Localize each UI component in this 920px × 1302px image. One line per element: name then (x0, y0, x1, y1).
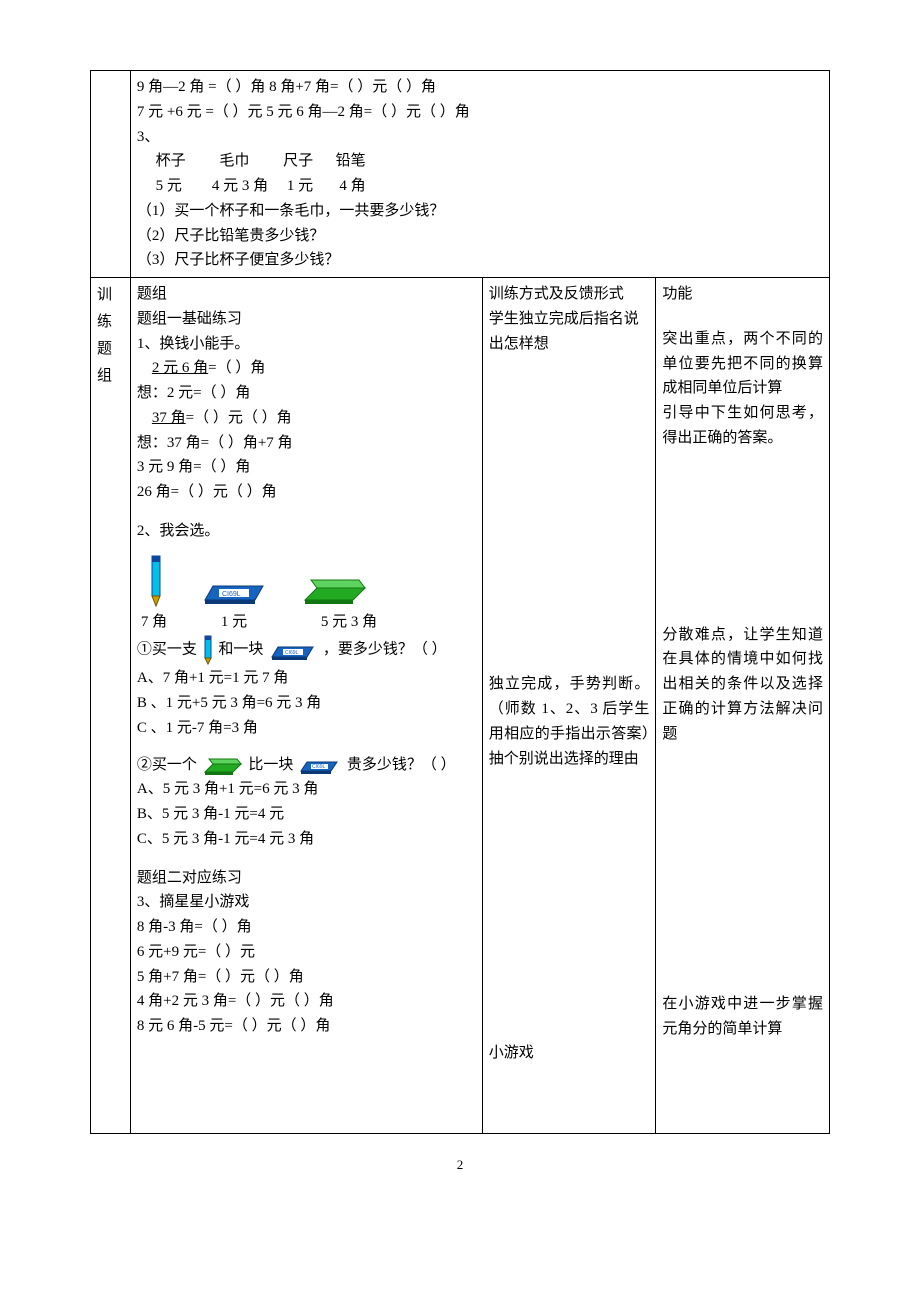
row1-content-cell: 9 角—2 角 =（ ）角 8 角+7 角=（ ）元（ ）角 7 元 +6 元 … (130, 71, 829, 278)
eraser-icon: CI69L (267, 642, 323, 658)
price: 7 角 (141, 610, 221, 635)
text: 和一块 (218, 642, 263, 658)
label-char: 组 (97, 363, 124, 390)
function-block: 突出重点，两个不同的单位要先把不同的换算成相同单位后计算 (662, 327, 823, 401)
main-table: 9 角—2 角 =（ ）角 8 角+7 角=（ ）元（ ）角 7 元 +6 元 … (90, 70, 830, 1134)
q3-line: 8 元 6 角-5 元=（ ）元（ ）角 (137, 1014, 476, 1039)
row1-line: （2）尺子比铅笔贵多少钱？ (137, 224, 823, 249)
row1-line: 3、 (137, 125, 823, 150)
option: C 、1 元-7 角=3 角 (137, 716, 476, 741)
feedback-cell: 训练方式及反馈形式 学生独立完成后指名说出怎样想 独立完成，手势判断。（师数 1… (482, 278, 656, 1134)
pencilbox-icon (299, 572, 371, 608)
option: B 、1 元+5 元 3 角=6 元 3 角 (137, 691, 476, 716)
spacer (662, 307, 823, 327)
text: =（ ）元（ ）角 (186, 410, 292, 426)
row1-line: 9 角—2 角 =（ ）角 8 角+7 角=（ ）元（ ）角 (137, 75, 823, 100)
function-cell: 功能 突出重点，两个不同的单位要先把不同的换算成相同单位后计算 引导中下生如何思… (656, 278, 830, 1134)
exercises-cell: 题组 题组一基础练习 1、换钱小能手。 2 元 6 角=（ ）角 想：2 元=（… (130, 278, 482, 1134)
spacer (662, 746, 823, 992)
text: ，要多少钱？（ ） (323, 642, 447, 658)
spacer (662, 451, 823, 623)
row1-line: （1）买一个杯子和一条毛巾，一共要多少钱？ (137, 199, 823, 224)
option: A、5 元 3 角+1 元=6 元 3 角 (137, 777, 476, 802)
price-row: 7 角 1 元 5 元 3 角 (141, 610, 476, 635)
function-block: 引导中下生如何思考，得出正确的答案。 (662, 401, 823, 451)
col-header: 功能 (662, 282, 823, 307)
q1-line: 2 元 6 角=（ ）角 (137, 356, 476, 381)
underline-text: 2 元 6 角 (152, 360, 208, 376)
q1-title: 1、换钱小能手。 (137, 332, 476, 357)
eraser-icon: CI69L (297, 757, 347, 773)
page-number: 2 (90, 1134, 830, 1175)
q3-title: 3、摘星星小游戏 (137, 890, 476, 915)
pencilbox-icon (201, 757, 249, 773)
spacer (489, 356, 650, 672)
q3-line: 8 角-3 角=（ ）角 (137, 915, 476, 940)
spacer (137, 505, 476, 519)
q3-line: 6 元+9 元=（ ）元 (137, 940, 476, 965)
feedback-block: 小游戏 (489, 1041, 650, 1066)
pencil-icon (143, 550, 169, 608)
spacer (137, 852, 476, 866)
section-title: 题组一基础练习 (137, 307, 476, 332)
table-row: 9 角—2 角 =（ ）角 8 角+7 角=（ ）元（ ）角 7 元 +6 元 … (91, 71, 830, 278)
col-header: 训练方式及反馈形式 (489, 282, 650, 307)
group-title: 题组 (137, 282, 476, 307)
label-char: 训 (97, 282, 124, 309)
table-row: 训 练 题 组 题组 题组一基础练习 1、换钱小能手。 2 元 6 角=（ ）角… (91, 278, 830, 1134)
option: C、5 元 3 角-1 元=4 元 3 角 (137, 827, 476, 852)
svg-text:CI69L: CI69L (285, 650, 299, 656)
spacer (489, 771, 650, 1041)
text: =（ ）角 (208, 360, 265, 376)
q1-line: 3 元 9 角=（ ）角 (137, 455, 476, 480)
svg-text:CI69L: CI69L (312, 764, 326, 770)
text: ①买一支 (137, 642, 197, 658)
row1-line: 杯子 毛巾 尺子 铅笔 (137, 149, 823, 174)
item-icons-row: CI69L (143, 550, 476, 608)
function-block: 在小游戏中进一步掌握元角分的简单计算 (662, 992, 823, 1042)
eraser-icon: CI69L (197, 574, 271, 608)
feedback-block: 学生独立完成后指名说出怎样想 (489, 307, 650, 357)
underline-text: 37 角 (152, 410, 186, 426)
spacer (137, 741, 476, 753)
text: 贵多少钱？（ ） (347, 757, 456, 773)
text: ②买一个 (137, 757, 197, 773)
q3-line: 4 角+2 元 3 角=（ ）元（ ）角 (137, 989, 476, 1014)
label-char: 题 (97, 336, 124, 363)
option: B、5 元 3 角-1 元=4 元 (137, 802, 476, 827)
q1-line: 37 角=（ ）元（ ）角 (137, 406, 476, 431)
q3-line: 5 角+7 角=（ ）元（ ）角 (137, 965, 476, 990)
label-char: 练 (97, 309, 124, 336)
row1-line: 7 元 +6 元 =（ ）元 5 元 6 角—2 角=（ ）元（ ）角 (137, 100, 823, 125)
q1-line: 26 角=（ ）元（ ）角 (137, 480, 476, 505)
text: 比一块 (248, 757, 293, 773)
price: 5 元 3 角 (321, 610, 377, 635)
row2-label-cell: 训 练 题 组 (91, 278, 131, 1134)
q1-line: 想：2 元=（ ）角 (137, 381, 476, 406)
row1-label-cell (91, 71, 131, 278)
spacer (137, 1039, 476, 1129)
svg-text:CI69L: CI69L (222, 591, 241, 598)
section-title: 题组二对应练习 (137, 866, 476, 891)
pencil-icon (201, 642, 219, 658)
option: A、7 角+1 元=1 元 7 角 (137, 666, 476, 691)
row1-line: （3）尺子比杯子便宜多少钱？ (137, 248, 823, 273)
q2-title: 2、我会选。 (137, 519, 476, 544)
page: 9 角—2 角 =（ ）角 8 角+7 角=（ ）元（ ）角 7 元 +6 元 … (0, 0, 920, 1215)
row1-line: 5 元 4 元 3 角 1 元 4 角 (137, 174, 823, 199)
q2-item1: ①买一支 和一块 CI69L ，要多少钱？（ ） (137, 634, 476, 666)
q1-line: 想：37 角=（ ）角+7 角 (137, 431, 476, 456)
feedback-block: 独立完成，手势判断。（师数 1、2、3 后学生用相应的手指出示答案）抽个别说出选… (489, 672, 650, 771)
price: 1 元 (221, 610, 321, 635)
q2-item2: ②买一个 比一块 CI69L 贵多少钱？（ ） (137, 753, 476, 778)
function-block: 分散难点，让学生知道在具体的情境中如何找出相关的条件以及选择正确的计算方法解决问… (662, 623, 823, 747)
